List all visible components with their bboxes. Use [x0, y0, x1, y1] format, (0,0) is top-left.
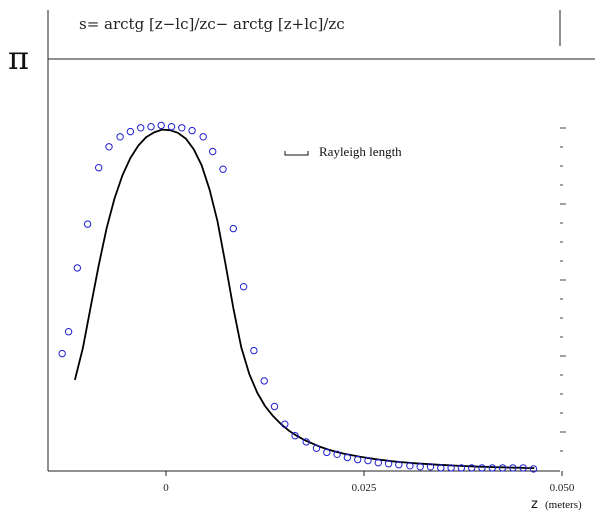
data-point	[239, 283, 248, 291]
data-point	[529, 465, 538, 473]
data-point	[199, 133, 207, 141]
data-point	[478, 464, 486, 472]
data-point	[374, 459, 382, 467]
data-point	[426, 463, 435, 471]
data-point	[178, 124, 186, 132]
data-point	[229, 224, 238, 233]
fit-curve	[74, 128, 535, 469]
data-point	[105, 143, 113, 151]
data-point	[406, 462, 414, 470]
data-point	[209, 147, 217, 156]
data-point	[384, 460, 393, 468]
legend-label: Rayleigh length	[319, 144, 402, 159]
x-ticks: 0 0.025 0.050	[163, 471, 575, 494]
x-axis-unit: (meters)	[545, 499, 582, 511]
data-point	[137, 124, 145, 132]
x-tick-label: 0.050	[550, 482, 575, 494]
formula-text: s= arctg [z−lᴄ]/zᴄ− arctg [z+lᴄ]/zᴄ	[79, 15, 345, 33]
data-point	[343, 453, 352, 462]
data-point	[354, 455, 362, 464]
data-point	[447, 464, 455, 472]
right-minor-ticks	[560, 127, 566, 452]
data-point	[416, 463, 424, 471]
data-point	[364, 456, 372, 465]
data-point	[333, 450, 341, 458]
data-point	[468, 464, 476, 472]
data-point	[488, 464, 496, 472]
data-points	[58, 121, 538, 473]
data-point	[126, 127, 135, 136]
data-point	[509, 464, 517, 472]
x-tick-label: 0	[163, 482, 169, 494]
data-point	[323, 448, 331, 457]
data-point	[281, 420, 289, 428]
data-point	[270, 402, 279, 411]
fit-curve-line	[74, 128, 535, 469]
pi-label: π	[8, 39, 29, 77]
data-point	[73, 264, 82, 272]
data-point	[457, 464, 466, 472]
data-point	[219, 165, 227, 173]
data-point	[116, 133, 124, 141]
data-point	[147, 123, 155, 131]
x-axis-variable: z	[531, 497, 538, 512]
data-point	[395, 461, 403, 469]
data-point	[519, 464, 527, 472]
data-point	[291, 432, 299, 440]
data-point	[58, 349, 66, 358]
data-point	[83, 220, 92, 228]
data-point	[188, 126, 196, 135]
data-point	[64, 328, 73, 336]
data-point	[260, 377, 268, 385]
data-point	[95, 164, 103, 172]
data-point	[302, 438, 310, 446]
data-point	[312, 444, 321, 452]
data-point	[498, 464, 507, 472]
x-tick-label: 0.025	[352, 482, 377, 494]
data-point	[250, 346, 258, 355]
legend-marker	[284, 151, 309, 156]
legend: Rayleigh length	[284, 144, 402, 159]
data-point	[157, 121, 165, 130]
data-point	[437, 464, 445, 472]
data-point	[167, 123, 176, 131]
